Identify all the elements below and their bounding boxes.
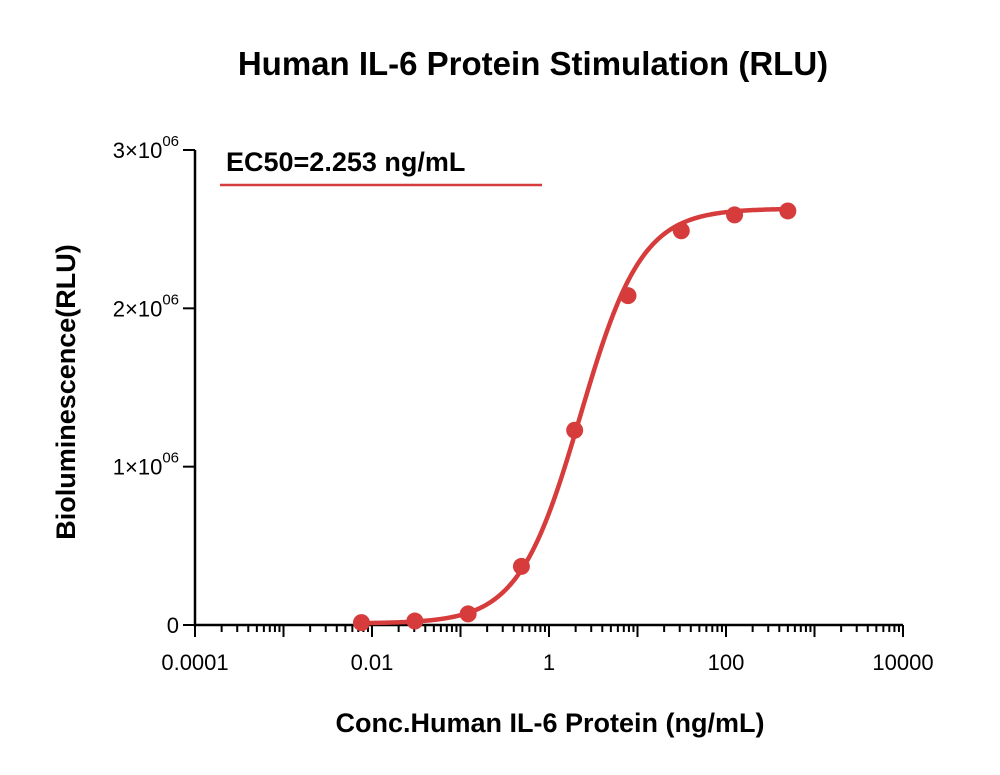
x-axis-label: Conc.Human IL-6 Protein (ng/mL) (336, 708, 765, 738)
y-tick-label: 0 (167, 613, 179, 638)
x-tick-label: 0.01 (351, 650, 394, 675)
y-tick-label: 2×1006 (113, 291, 179, 321)
data-point (672, 222, 690, 240)
y-axis-label: Bioluminescence(RLU) (51, 244, 81, 540)
data-point (619, 287, 637, 305)
y-tick-label: 3×1006 (113, 133, 179, 163)
ec50-annotation: EC50=2.253 ng/mL (220, 147, 542, 187)
x-tick-label: 10000 (872, 650, 933, 675)
chart-title: Human IL-6 Protein Stimulation (RLU) (238, 45, 828, 82)
axes: 0.0001 0.01 1 100 10000 0 1×1006 2×1006 3×1006 (113, 133, 934, 675)
data-point (406, 612, 424, 630)
data-point (726, 206, 744, 224)
data-point (459, 605, 477, 623)
x-tick-label: 0.0001 (161, 650, 228, 675)
data-point (512, 557, 530, 575)
plot-layer (352, 202, 797, 632)
x-tick-label: 100 (708, 650, 745, 675)
data-point (779, 202, 797, 220)
data-point (566, 421, 584, 439)
y-tick-label: 1×1006 (113, 450, 179, 480)
ec50-label: EC50=2.253 ng/mL (226, 147, 465, 177)
x-tick-label: 1 (543, 650, 555, 675)
fit-curve (359, 206, 791, 626)
data-point (352, 614, 370, 632)
